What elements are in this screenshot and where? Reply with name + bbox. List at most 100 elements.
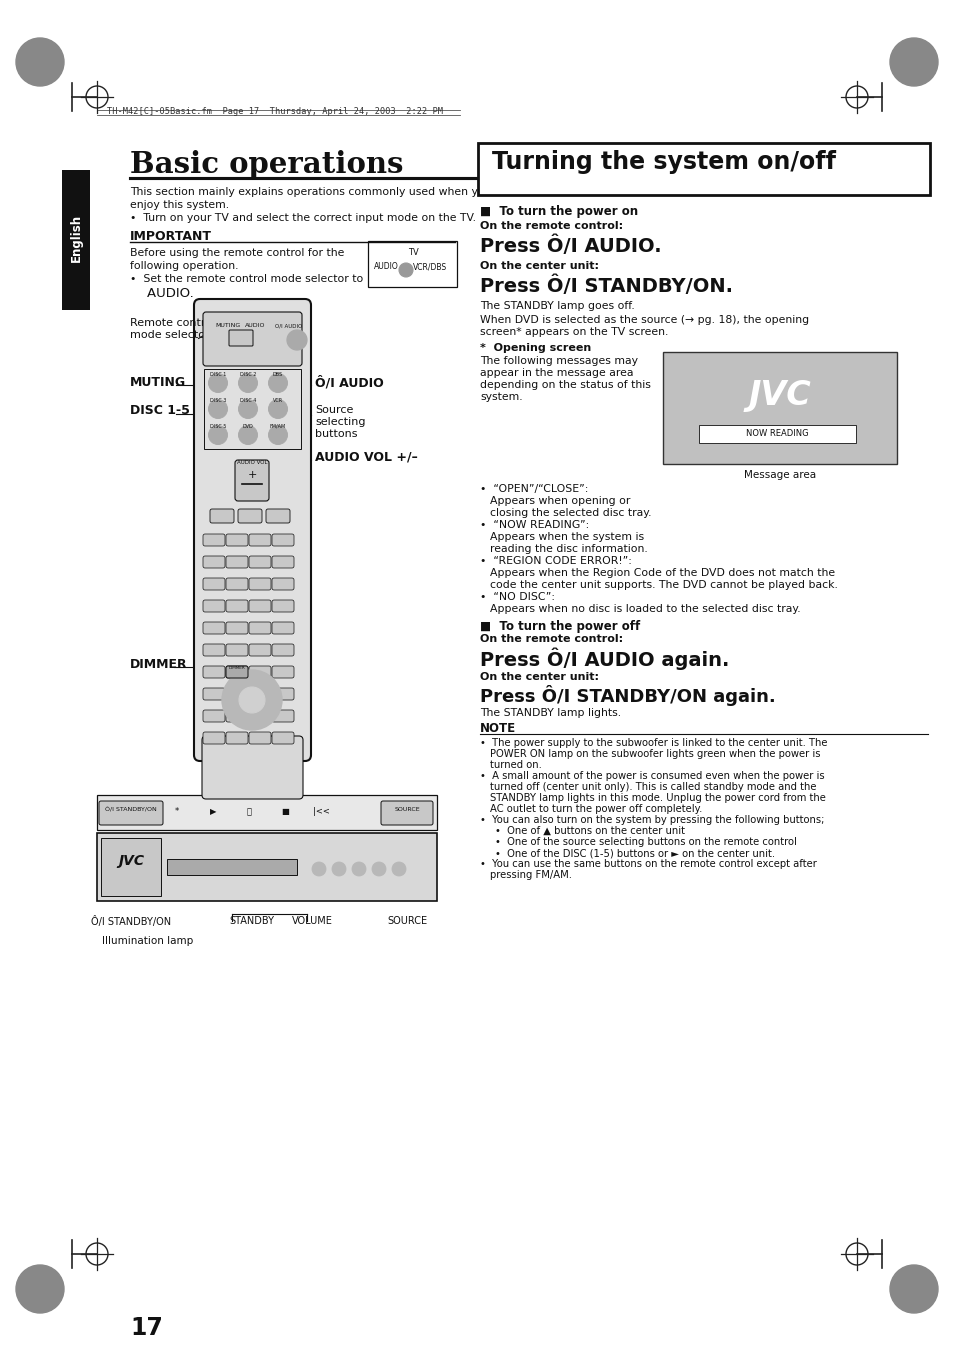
FancyBboxPatch shape — [226, 666, 248, 678]
Text: On the remote control:: On the remote control: — [479, 634, 622, 644]
Text: DISC 2: DISC 2 — [239, 372, 256, 377]
FancyBboxPatch shape — [249, 534, 271, 546]
FancyBboxPatch shape — [226, 600, 248, 612]
Text: SOURCE: SOURCE — [394, 807, 419, 812]
Text: VCR: VCR — [273, 399, 283, 403]
Text: •  Turn on your TV and select the correct input mode on the TV.: • Turn on your TV and select the correct… — [130, 213, 476, 223]
Text: following operation.: following operation. — [130, 261, 238, 272]
FancyBboxPatch shape — [167, 859, 296, 875]
FancyBboxPatch shape — [226, 621, 248, 634]
FancyBboxPatch shape — [272, 644, 294, 657]
Text: •  One of the source selecting buttons on the remote control: • One of the source selecting buttons on… — [495, 838, 796, 847]
FancyBboxPatch shape — [249, 578, 271, 590]
Text: •  One of the DISC (1-5) buttons or ► on the center unit.: • One of the DISC (1-5) buttons or ► on … — [495, 848, 774, 858]
Text: ■  To turn the power on: ■ To turn the power on — [479, 205, 638, 218]
FancyBboxPatch shape — [662, 353, 896, 463]
Circle shape — [268, 426, 287, 444]
FancyBboxPatch shape — [203, 711, 225, 721]
Text: pressing FM/AM.: pressing FM/AM. — [490, 870, 572, 880]
Circle shape — [268, 400, 287, 419]
Circle shape — [16, 38, 64, 86]
Text: English: English — [70, 213, 82, 262]
FancyBboxPatch shape — [234, 459, 269, 501]
Text: Source: Source — [314, 405, 353, 415]
FancyBboxPatch shape — [699, 426, 855, 443]
Text: Ô/I STANDBY/ON: Ô/I STANDBY/ON — [91, 916, 171, 927]
Circle shape — [312, 862, 326, 875]
FancyBboxPatch shape — [249, 666, 271, 678]
FancyBboxPatch shape — [249, 557, 271, 567]
Text: reading the disc information.: reading the disc information. — [490, 544, 647, 554]
Circle shape — [209, 400, 227, 419]
FancyBboxPatch shape — [477, 143, 929, 195]
Circle shape — [209, 426, 227, 444]
FancyBboxPatch shape — [226, 578, 248, 590]
Text: DVD: DVD — [242, 424, 253, 430]
Text: AUDIO.: AUDIO. — [130, 286, 193, 300]
FancyBboxPatch shape — [193, 299, 311, 761]
Text: Ô/I STANDBY/ON: Ô/I STANDBY/ON — [105, 807, 156, 812]
FancyBboxPatch shape — [203, 600, 225, 612]
FancyBboxPatch shape — [226, 557, 248, 567]
Text: When DVD is selected as the source (→ pg. 18), the opening: When DVD is selected as the source (→ pg… — [479, 315, 808, 326]
Circle shape — [352, 862, 366, 875]
FancyBboxPatch shape — [237, 509, 262, 523]
Text: •  “REGION CODE ERROR!”:: • “REGION CODE ERROR!”: — [479, 557, 631, 566]
Text: POWER ON lamp on the subwoofer lights green when the power is: POWER ON lamp on the subwoofer lights gr… — [490, 748, 820, 759]
Text: AUDIO: AUDIO — [374, 262, 398, 272]
Text: FM/AM: FM/AM — [270, 424, 286, 430]
FancyBboxPatch shape — [272, 688, 294, 700]
Text: STANDBY lamp lights in this mode. Unplug the power cord from the: STANDBY lamp lights in this mode. Unplug… — [490, 793, 825, 802]
FancyBboxPatch shape — [249, 711, 271, 721]
Text: On the center unit:: On the center unit: — [479, 671, 598, 682]
Text: •  You can use the same buttons on the remote control except after: • You can use the same buttons on the re… — [479, 859, 816, 869]
Text: Basic operations: Basic operations — [130, 150, 403, 178]
Text: Remote control: Remote control — [130, 317, 214, 328]
Text: Press Ô/I AUDIO.: Press Ô/I AUDIO. — [479, 235, 661, 255]
Text: DIMMER: DIMMER — [229, 666, 245, 670]
FancyBboxPatch shape — [203, 534, 225, 546]
Text: •  The power supply to the subwoofer is linked to the center unit. The: • The power supply to the subwoofer is l… — [479, 738, 826, 748]
Text: NOTE: NOTE — [479, 721, 516, 735]
FancyBboxPatch shape — [272, 732, 294, 744]
FancyBboxPatch shape — [272, 666, 294, 678]
Text: mode selector: mode selector — [130, 330, 210, 340]
FancyBboxPatch shape — [203, 621, 225, 634]
Text: ▶: ▶ — [210, 807, 216, 816]
Text: •  “NOW READING”:: • “NOW READING”: — [479, 520, 589, 530]
Text: IMPORTANT: IMPORTANT — [130, 230, 212, 243]
FancyBboxPatch shape — [97, 794, 436, 830]
Text: On the remote control:: On the remote control: — [479, 222, 622, 231]
Text: This section mainly explains operations commonly used when you: This section mainly explains operations … — [130, 186, 491, 197]
Text: DISC 4: DISC 4 — [239, 399, 256, 403]
Text: Before using the remote control for the: Before using the remote control for the — [130, 249, 344, 258]
Text: MUTING: MUTING — [214, 323, 240, 328]
Text: depending on the status of this: depending on the status of this — [479, 380, 650, 390]
Text: DIMMER: DIMMER — [130, 658, 188, 671]
Text: system.: system. — [479, 392, 522, 403]
Text: *  Opening screen: * Opening screen — [479, 343, 591, 353]
Text: •  A small amount of the power is consumed even when the power is: • A small amount of the power is consume… — [479, 771, 823, 781]
Text: The STANDBY lamp goes off.: The STANDBY lamp goes off. — [479, 301, 634, 311]
FancyBboxPatch shape — [272, 711, 294, 721]
FancyBboxPatch shape — [203, 644, 225, 657]
Text: Appears when the system is: Appears when the system is — [490, 532, 643, 542]
Text: AUDIO: AUDIO — [245, 323, 265, 328]
Circle shape — [16, 1265, 64, 1313]
Text: •  One of ▲ buttons on the center unit: • One of ▲ buttons on the center unit — [495, 825, 684, 836]
Text: Press Ô/I STANDBY/ON again.: Press Ô/I STANDBY/ON again. — [479, 685, 775, 707]
Text: |<<: |<< — [313, 807, 329, 816]
FancyBboxPatch shape — [249, 600, 271, 612]
FancyBboxPatch shape — [249, 732, 271, 744]
FancyBboxPatch shape — [249, 621, 271, 634]
FancyBboxPatch shape — [202, 736, 303, 798]
Text: The following messages may: The following messages may — [479, 357, 638, 366]
Text: TH-M42[C]-05Basic.fm  Page 17  Thursday, April 24, 2003  2:22 PM: TH-M42[C]-05Basic.fm Page 17 Thursday, A… — [107, 107, 442, 116]
Circle shape — [222, 670, 282, 730]
FancyBboxPatch shape — [272, 600, 294, 612]
Text: ■  To turn the power off: ■ To turn the power off — [479, 620, 639, 634]
FancyBboxPatch shape — [226, 732, 248, 744]
Text: •  “OPEN”/“CLOSE”:: • “OPEN”/“CLOSE”: — [479, 484, 588, 494]
Circle shape — [238, 373, 257, 393]
Text: ⏸: ⏸ — [246, 807, 252, 816]
